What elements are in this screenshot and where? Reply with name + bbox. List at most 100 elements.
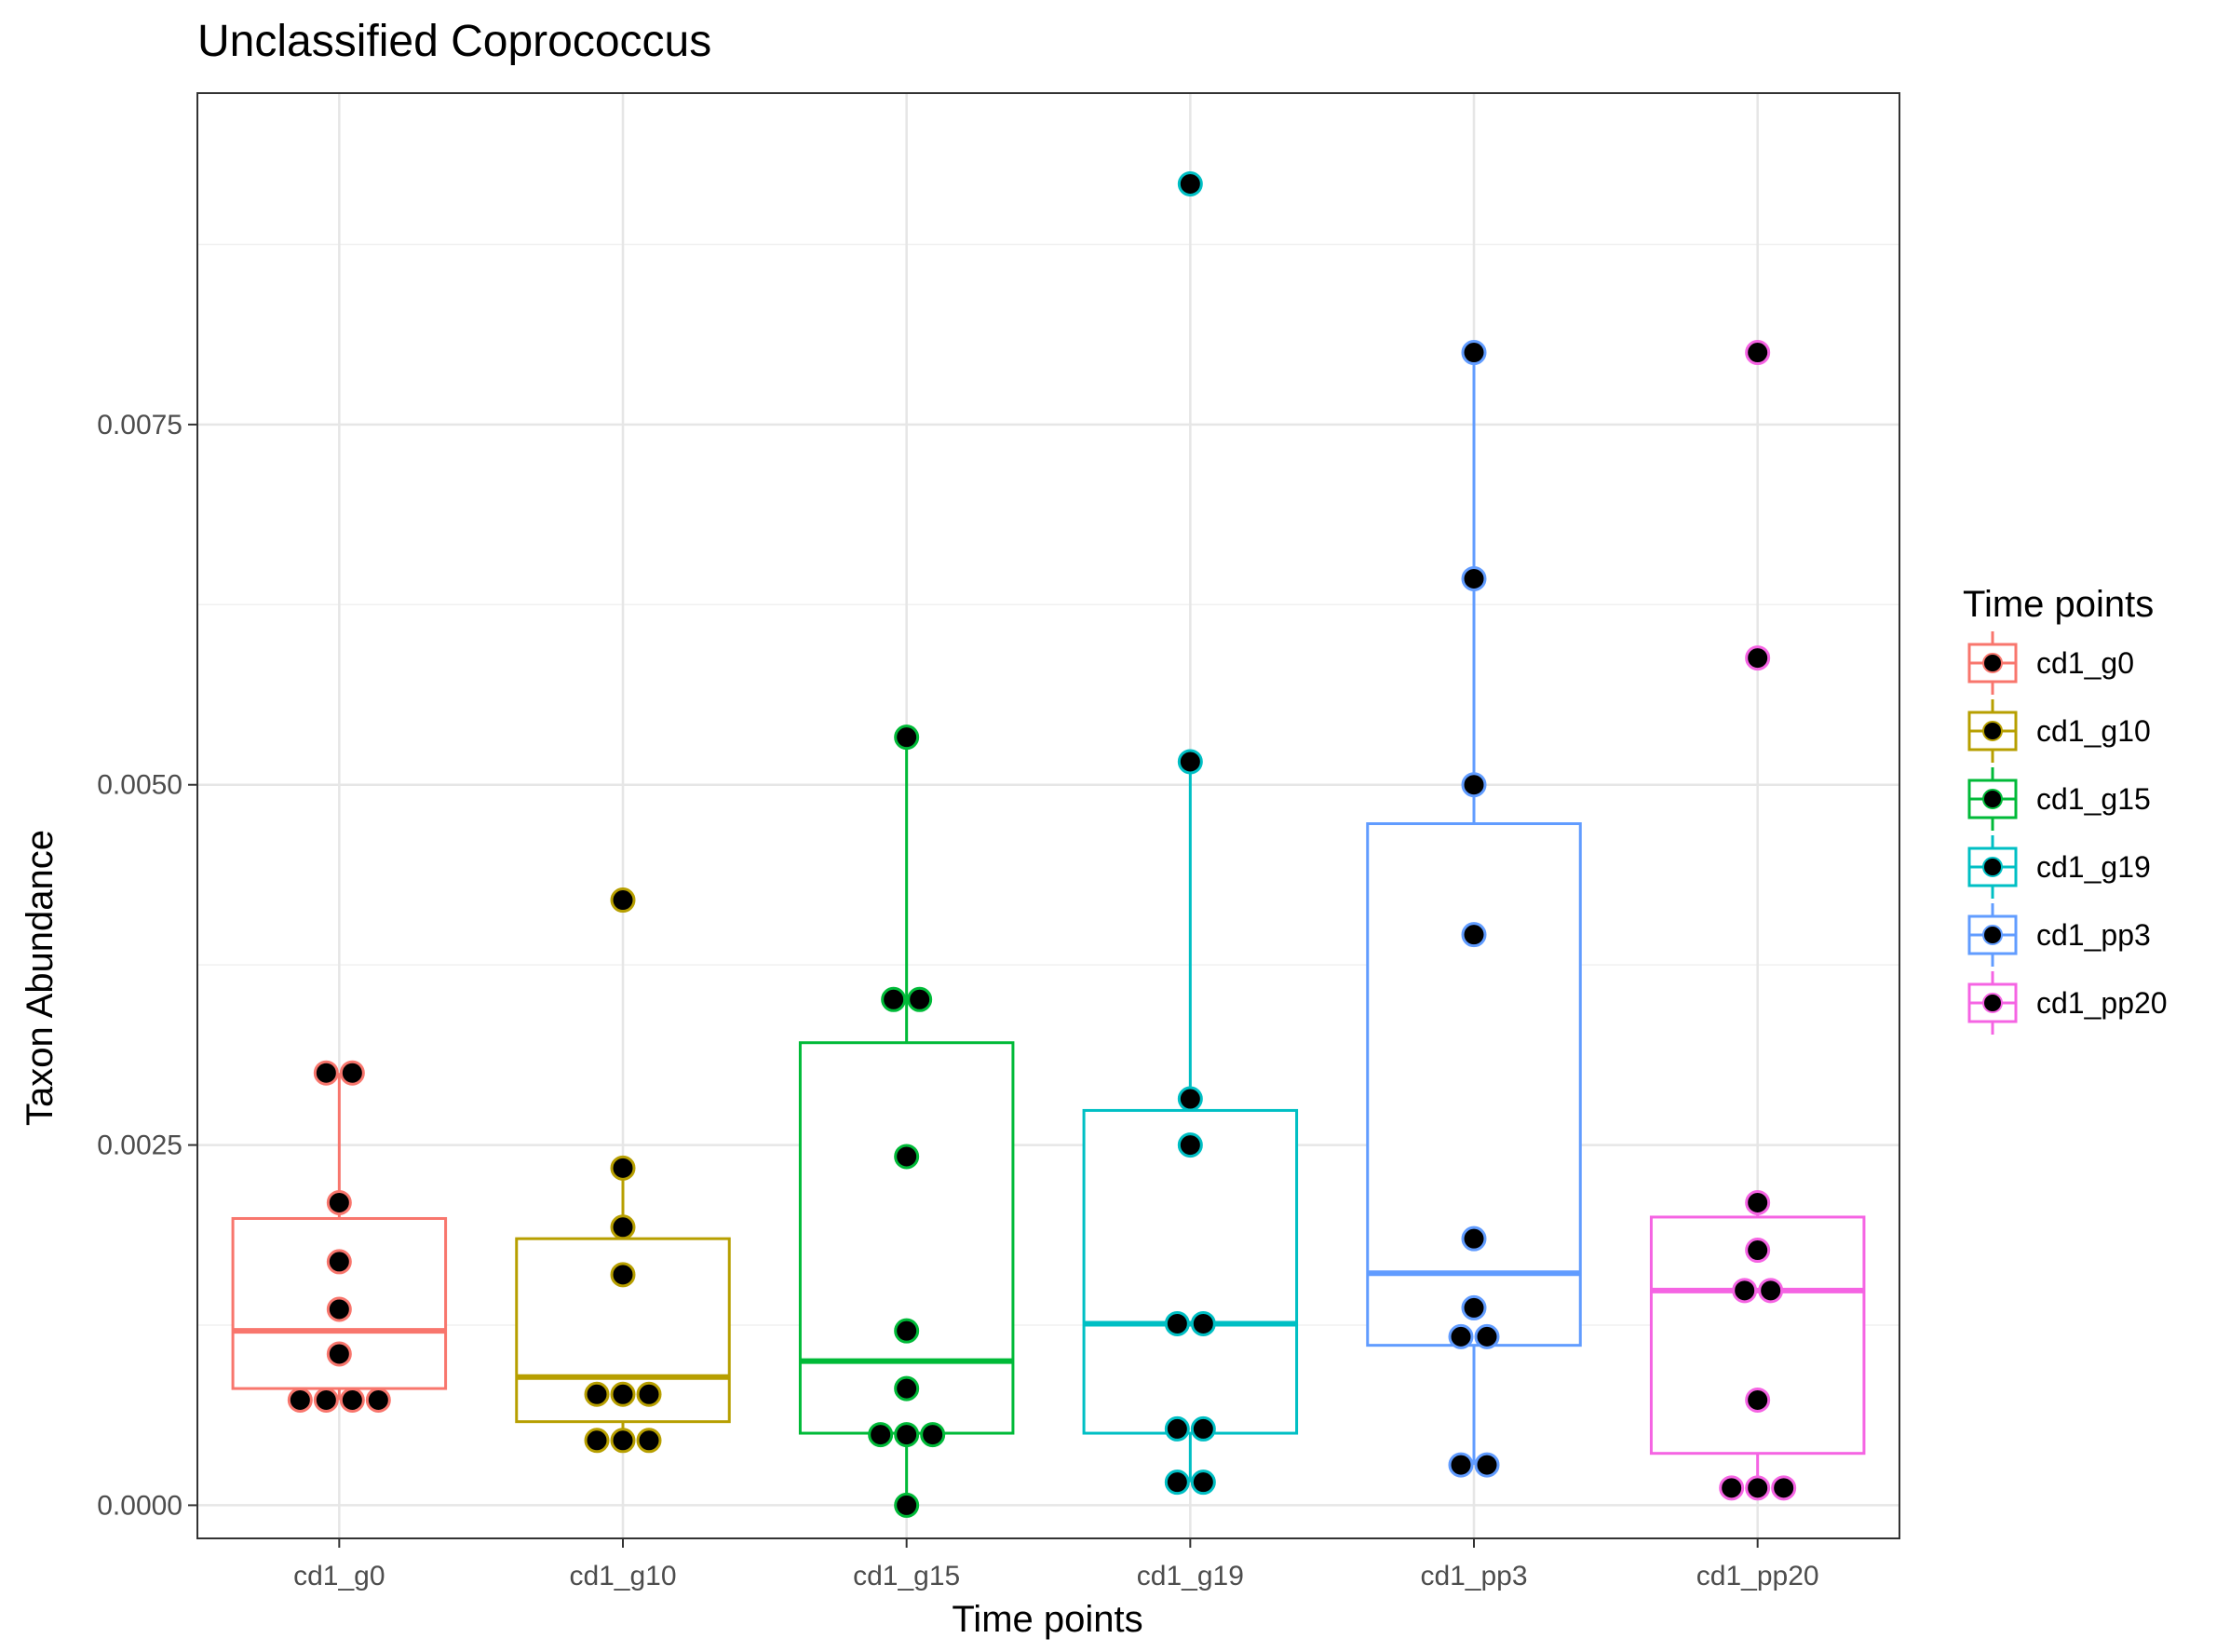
- box-cd1_g15: [798, 737, 1015, 1506]
- data-point-cd1_g10: [610, 1214, 636, 1240]
- data-point-cd1_g0: [365, 1387, 391, 1413]
- y-tick-label: 0.0050: [97, 770, 182, 801]
- box-series: [231, 352, 1866, 1506]
- data-point-cd1_g0: [339, 1387, 365, 1413]
- data-point-cd1_g0: [313, 1060, 339, 1086]
- legend-label: cd1_g10: [2036, 714, 2151, 748]
- y-tick-label: 0.0075: [97, 410, 182, 440]
- data-point-cd1_g0: [326, 1249, 352, 1275]
- data-point-cd1_pp20: [1745, 645, 1771, 671]
- data-point-cd1_g0: [326, 1296, 352, 1322]
- legend-item-cd1_pp3: cd1_pp3: [1967, 903, 2151, 967]
- x-tick-label: cd1_g15: [853, 1561, 960, 1591]
- legend-label: cd1_g15: [2036, 782, 2151, 816]
- data-point-cd1_pp20: [1719, 1475, 1745, 1501]
- data-point-cd1_pp20: [1745, 1475, 1771, 1501]
- x-tick-label: cd1_g19: [1137, 1561, 1244, 1591]
- legend-key-point: [1982, 789, 2003, 809]
- box-cd1_pp3: [1366, 352, 1582, 1466]
- data-point-cd1_g0: [313, 1387, 339, 1413]
- data-point-cd1_pp20: [1745, 1189, 1771, 1215]
- data-point-cd1_pp3: [1448, 1323, 1474, 1349]
- chart-title: Unclassified Coprococcus: [197, 17, 711, 66]
- legend-key-point: [1982, 721, 2003, 741]
- data-point-cd1_g19: [1190, 1469, 1216, 1496]
- legend-key-point: [1982, 925, 2003, 945]
- legend-item-cd1_g0: cd1_g0: [1967, 631, 2134, 695]
- x-tick-label: cd1_g10: [569, 1561, 676, 1591]
- data-point-cd1_pp3: [1461, 772, 1487, 798]
- data-point-cd1_g19: [1177, 1086, 1203, 1112]
- data-point-cd1_g15: [894, 724, 920, 751]
- legend-label: cd1_pp20: [2036, 986, 2168, 1020]
- data-point-cd1_g19: [1177, 1132, 1203, 1158]
- data-point-cd1_pp3: [1461, 340, 1487, 366]
- legend: Time points cd1_g0 cd1_g10 cd1_g15 cd1_g19c…: [1963, 584, 2168, 1035]
- data-point-cd1_pp20: [1745, 1238, 1771, 1264]
- data-point-cd1_g10: [584, 1381, 610, 1407]
- box-cd1_g19: [1082, 761, 1299, 1483]
- data-point-cd1_pp3: [1474, 1323, 1500, 1349]
- x-tick-label: cd1_g0: [293, 1561, 385, 1591]
- data-point-cd1_pp3: [1461, 1294, 1487, 1320]
- data-point-cd1_pp20: [1771, 1475, 1797, 1501]
- data-point-cd1_pp3: [1448, 1452, 1474, 1478]
- x-tick-label: cd1_pp20: [1696, 1561, 1819, 1591]
- box-iqr: [1366, 822, 1582, 1347]
- data-point-cd1_g10: [610, 887, 636, 914]
- legend-key-point: [1982, 993, 2003, 1013]
- x-tick-label: cd1_pp3: [1420, 1561, 1527, 1591]
- data-point-cd1_g19: [1164, 1415, 1190, 1442]
- legend-item-cd1_g15: cd1_g15: [1967, 767, 2151, 831]
- data-point-cd1_g19: [1190, 1310, 1216, 1336]
- box-iqr: [798, 1041, 1015, 1435]
- data-point-cd1_g0: [339, 1060, 365, 1086]
- data-point-cd1_pp20: [1745, 1387, 1771, 1413]
- data-point-cd1_g19: [1164, 1469, 1190, 1496]
- data-points: [287, 170, 1797, 1518]
- data-point-cd1_g10: [584, 1428, 610, 1454]
- data-point-cd1_pp20: [1732, 1278, 1758, 1304]
- data-point-cd1_pp3: [1461, 565, 1487, 591]
- data-point-cd1_g15: [894, 1492, 920, 1518]
- data-point-cd1_pp3: [1461, 922, 1487, 948]
- y-tick-label: 0.0000: [97, 1490, 182, 1521]
- data-point-cd1_g19: [1177, 749, 1203, 775]
- data-point-cd1_g15: [894, 1318, 920, 1344]
- data-point-cd1_g10: [636, 1428, 662, 1454]
- data-point-cd1_g15: [907, 986, 933, 1012]
- data-point-cd1_pp20: [1745, 340, 1771, 366]
- data-point-cd1_g0: [326, 1341, 352, 1367]
- data-point-cd1_g15: [868, 1422, 894, 1448]
- legend-key-point: [1982, 857, 2003, 877]
- legend-key-point: [1982, 653, 2003, 673]
- legend-label: cd1_pp3: [2036, 918, 2151, 952]
- data-point-cd1_g19: [1177, 170, 1203, 196]
- y-axis-ticks: 0.0000 0.0025 0.0050 0.0075: [97, 410, 197, 1521]
- data-point-cd1_g15: [894, 1375, 920, 1401]
- data-point-cd1_g19: [1164, 1310, 1190, 1336]
- data-point-cd1_pp3: [1461, 1225, 1487, 1252]
- data-point-cd1_g15: [881, 986, 907, 1012]
- legend-item-cd1_pp20: cd1_pp20: [1967, 971, 2168, 1035]
- data-point-cd1_g10: [610, 1381, 636, 1407]
- x-axis-title: Time points: [952, 1599, 1142, 1640]
- x-axis-ticks: cd1_g0 cd1_g10 cd1_g15 cd1_g19 cd1_pp3 cd1_pp…: [293, 1538, 1819, 1591]
- legend-label: cd1_g19: [2036, 850, 2151, 884]
- data-point-cd1_g10: [610, 1428, 636, 1454]
- data-point-cd1_g0: [326, 1189, 352, 1215]
- plot-panel-border: [196, 92, 1900, 1539]
- legend-label: cd1_g0: [2036, 646, 2134, 680]
- data-point-cd1_pp3: [1474, 1452, 1500, 1478]
- legend-item-cd1_g10: cd1_g10: [1967, 699, 2151, 763]
- legend-title: Time points: [1963, 584, 2154, 625]
- data-point-cd1_g15: [894, 1144, 920, 1170]
- data-point-cd1_g10: [610, 1262, 636, 1288]
- data-point-cd1_g0: [287, 1387, 313, 1413]
- legend-item-cd1_g19: cd1_g19: [1967, 835, 2151, 899]
- data-point-cd1_g10: [636, 1381, 662, 1407]
- box-iqr: [1082, 1108, 1299, 1435]
- data-point-cd1_pp20: [1758, 1278, 1784, 1304]
- data-point-cd1_g15: [920, 1422, 946, 1448]
